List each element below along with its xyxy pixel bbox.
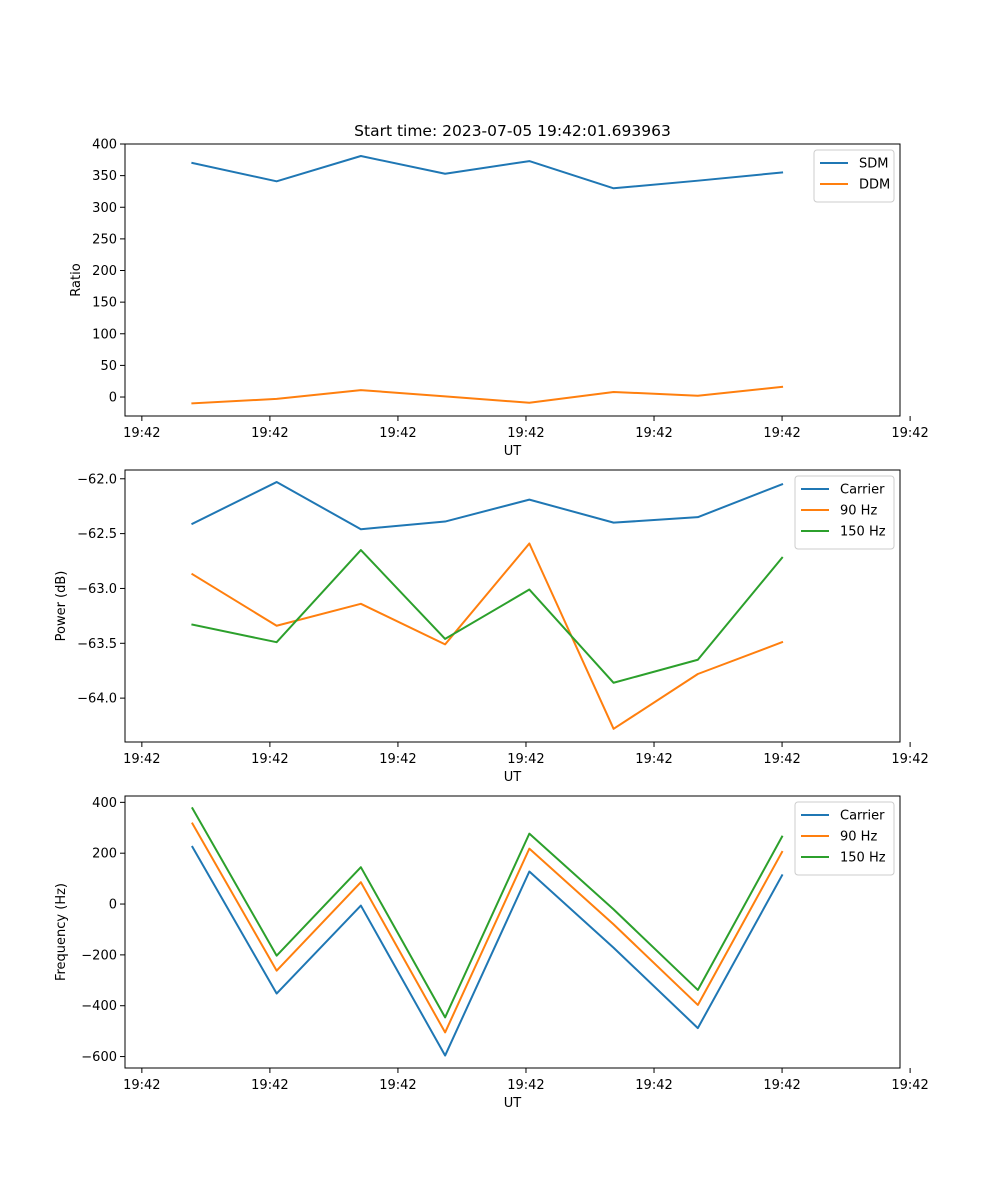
x-tick-label: 19:42	[507, 1078, 544, 1093]
y-tick-label: 350	[92, 169, 117, 184]
x-tick-label: 19:42	[251, 752, 288, 767]
y-tick-label: −62.0	[77, 472, 117, 487]
subplot-1: Start time: 2023-07-05 19:42:01.693963 19…	[69, 122, 929, 459]
y-tick-label: −600	[81, 1050, 117, 1065]
legend-label: DDM	[859, 178, 890, 193]
y-tick-label: −63.0	[77, 582, 117, 597]
x-tick-label: 19:42	[251, 426, 288, 441]
x-tick-label: 19:42	[123, 1078, 160, 1093]
y-tick-label: −62.5	[77, 527, 117, 542]
y-tick-label: −64.0	[77, 692, 117, 707]
axes-frame	[124, 795, 901, 1069]
subplot-3: 19:42 19:42 19:42 19:42 19:42 19:42 19:42 −600 −…	[54, 795, 929, 1111]
y-tick-label: 150	[92, 296, 117, 311]
x-tick-label: 19:42	[507, 426, 544, 441]
legend-label: 90 Hz	[840, 504, 877, 519]
legend-label: Carrier	[840, 483, 885, 498]
series-line-carrier	[191, 481, 784, 531]
y-axis-label: Power (dB)	[54, 571, 69, 642]
series-line-150-hz	[191, 806, 784, 1019]
y-tick-label: 100	[92, 327, 117, 342]
chart-title: Start time: 2023-07-05 19:42:01.693963	[354, 122, 671, 140]
x-tick-label: 19:42	[123, 752, 160, 767]
x-tick-label: 19:42	[379, 426, 416, 441]
legend-label: 150 Hz	[840, 851, 886, 866]
y-tick-label: −400	[81, 999, 117, 1014]
legend-label: SDM	[859, 157, 888, 172]
x-tick-label: 19:42	[379, 752, 416, 767]
x-tick-label: 19:42	[763, 1078, 800, 1093]
x-tick-label: 19:42	[507, 752, 544, 767]
y-tick-label: 400	[92, 796, 117, 811]
y-tick-label: 50	[100, 359, 117, 374]
legend-label: 150 Hz	[840, 525, 886, 540]
x-tick-label: 19:42	[891, 1078, 928, 1093]
x-axis-label: UT	[504, 1096, 522, 1111]
y-tick-label: 250	[92, 232, 117, 247]
series-line-carrier	[191, 845, 784, 1057]
legend: Carrier 90 Hz 150 Hz	[794, 475, 895, 550]
x-tick-label: 19:42	[251, 1078, 288, 1093]
y-tick-label: 200	[92, 264, 117, 279]
subplot-2: 19:42 19:42 19:42 19:42 19:42 19:42 19:42 −64.0…	[54, 469, 929, 785]
x-tick-label: 19:42	[635, 752, 672, 767]
y-tick-label: 0	[109, 391, 117, 406]
x-tick-label: 19:42	[763, 752, 800, 767]
y-axis-label: Frequency (Hz)	[54, 883, 69, 981]
y-tick-label: 200	[92, 847, 117, 862]
x-axis-label: UT	[504, 444, 522, 459]
y-axis-label: Ratio	[69, 263, 84, 296]
x-tick-label: 19:42	[635, 426, 672, 441]
x-tick-label: 19:42	[635, 1078, 672, 1093]
x-axis-label: UT	[504, 770, 522, 785]
legend-label: 90 Hz	[840, 830, 877, 845]
legend: SDM DDM	[813, 149, 895, 203]
x-tick-label: 19:42	[891, 426, 928, 441]
x-tick-label: 19:42	[891, 752, 928, 767]
y-tick-label: −200	[81, 948, 117, 963]
y-tick-label: 300	[92, 201, 117, 216]
x-tick-label: 19:42	[379, 1078, 416, 1093]
axes-frame	[124, 469, 901, 743]
axes-frame	[124, 143, 901, 417]
x-tick-label: 19:42	[123, 426, 160, 441]
y-tick-label: −63.5	[77, 637, 117, 652]
series-line-ddm	[191, 385, 784, 405]
legend: Carrier 90 Hz 150 Hz	[794, 801, 895, 876]
series-line-150-hz	[191, 549, 784, 684]
y-tick-label: 0	[109, 898, 117, 913]
series-line-90-hz	[191, 542, 784, 730]
x-tick-label: 19:42	[763, 426, 800, 441]
series-line-sdm	[191, 155, 784, 190]
y-tick-label: 400	[92, 138, 117, 153]
series-line-90-hz	[191, 822, 784, 1034]
legend-label: Carrier	[840, 809, 885, 824]
